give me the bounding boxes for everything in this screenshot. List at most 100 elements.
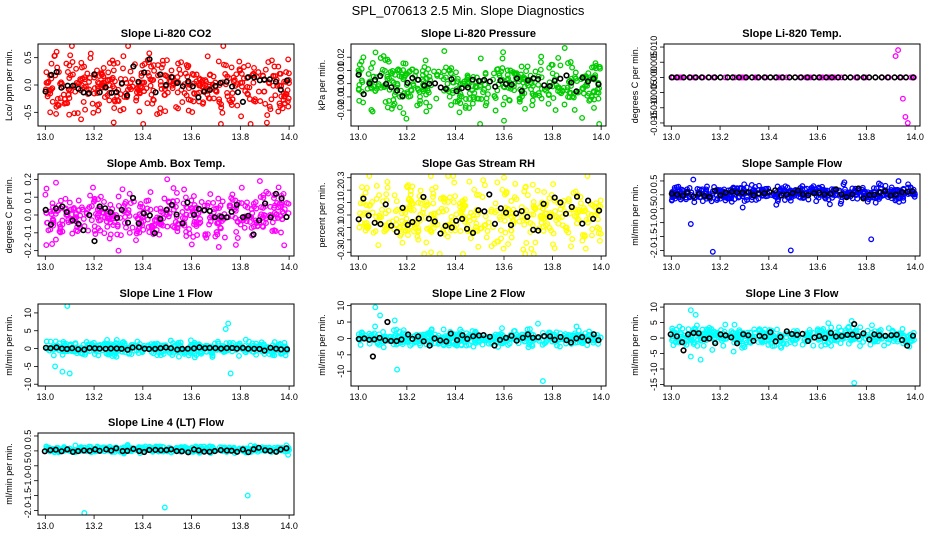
data-point xyxy=(899,326,906,332)
data-point xyxy=(104,336,111,343)
data-point-avg xyxy=(486,333,494,340)
data-point-avg xyxy=(475,207,482,214)
data-point-avg xyxy=(508,81,515,88)
data-point xyxy=(112,340,119,347)
x-tick-label: 13.0 xyxy=(663,132,681,142)
data-point xyxy=(739,344,746,351)
data-point xyxy=(260,194,267,201)
data-point xyxy=(251,203,258,210)
data-point xyxy=(405,182,412,189)
data-point xyxy=(229,191,236,198)
data-point-outlier xyxy=(164,176,171,183)
data-point-avg xyxy=(185,78,192,85)
data-point xyxy=(271,352,278,359)
y-tick-label: 0.02 xyxy=(336,48,346,66)
data-point xyxy=(492,107,499,114)
data-point xyxy=(147,206,154,213)
data-points xyxy=(41,442,292,515)
data-point-outlier xyxy=(220,44,227,49)
data-points xyxy=(42,44,292,126)
data-point xyxy=(255,69,262,76)
data-point-avg xyxy=(849,191,856,198)
data-point-avg xyxy=(130,445,137,453)
data-point-avg xyxy=(876,332,883,339)
data-point xyxy=(138,70,145,77)
data-point-avg xyxy=(891,74,898,81)
data-point-outlier xyxy=(52,363,59,370)
data-point-avg xyxy=(179,83,186,90)
data-point xyxy=(542,339,549,346)
data-point-avg xyxy=(481,208,488,215)
data-point xyxy=(706,333,713,340)
data-point xyxy=(175,353,182,360)
data-point xyxy=(357,210,363,217)
data-point-avg xyxy=(804,337,812,345)
y-tick-label: 10 xyxy=(336,301,346,311)
data-point-avg xyxy=(823,74,830,81)
data-point xyxy=(888,184,895,191)
data-point xyxy=(144,100,151,107)
data-point-avg xyxy=(568,79,575,86)
data-point xyxy=(269,228,276,234)
data-point-avg xyxy=(184,199,191,206)
data-point xyxy=(459,201,466,208)
data-point xyxy=(728,195,735,202)
y-tick-label: 0.5 xyxy=(23,430,33,443)
data-point-avg xyxy=(420,338,427,345)
data-point xyxy=(529,102,536,109)
data-point xyxy=(169,223,176,230)
x-tick-label: 13.6 xyxy=(809,262,827,272)
data-point xyxy=(78,59,85,66)
data-point xyxy=(179,99,186,106)
data-point-outlier xyxy=(47,109,54,116)
data-point-avg xyxy=(47,447,54,454)
data-point-avg xyxy=(847,74,854,81)
data-point xyxy=(285,103,292,110)
data-point xyxy=(477,121,484,126)
data-point-avg xyxy=(211,448,218,455)
data-point-avg xyxy=(491,342,498,349)
y-tick-label: -0.2 xyxy=(23,243,33,259)
data-point xyxy=(877,181,884,188)
data-point-avg xyxy=(245,345,252,352)
figure-title: SPL_070613 2.5 Min. Slope Diagnostics xyxy=(352,3,585,18)
data-point xyxy=(444,233,451,240)
data-point xyxy=(261,88,268,95)
data-point xyxy=(80,215,87,222)
data-point xyxy=(383,227,390,233)
x-tick-label: 13.8 xyxy=(232,262,250,272)
data-points xyxy=(42,176,292,254)
data-point xyxy=(578,337,585,344)
data-point-avg xyxy=(711,74,718,81)
data-point xyxy=(597,65,603,72)
data-point-avg xyxy=(799,330,806,338)
data-point-avg xyxy=(546,213,554,220)
data-point xyxy=(441,68,448,75)
panel-8: Slope Line 2 Flow ml/min per min. 13.0 13.2… xyxy=(317,288,610,402)
data-point-avg xyxy=(96,203,103,210)
data-point xyxy=(688,336,695,343)
data-point-avg xyxy=(755,74,762,81)
data-point xyxy=(50,352,57,359)
data-point xyxy=(279,105,286,112)
data-point xyxy=(441,48,448,55)
data-point-avg xyxy=(722,189,729,196)
data-point xyxy=(519,331,526,338)
data-point xyxy=(494,179,501,186)
data-point xyxy=(365,71,372,77)
data-point-avg xyxy=(437,84,444,91)
data-point-outlier xyxy=(64,304,71,309)
data-point xyxy=(81,63,88,70)
data-point-outlier xyxy=(372,304,379,311)
data-point xyxy=(133,89,140,96)
data-point xyxy=(366,174,373,179)
data-point xyxy=(224,93,231,100)
x-tick-label: 13.8 xyxy=(544,132,562,142)
panel-7: Slope Line 1 Flow ml/min per min. 13.0 13.2… xyxy=(4,288,298,402)
data-point xyxy=(241,224,248,231)
data-point xyxy=(393,198,400,205)
data-point-avg xyxy=(442,222,449,229)
data-point xyxy=(524,63,531,70)
data-point xyxy=(573,214,580,220)
data-point xyxy=(402,72,408,79)
